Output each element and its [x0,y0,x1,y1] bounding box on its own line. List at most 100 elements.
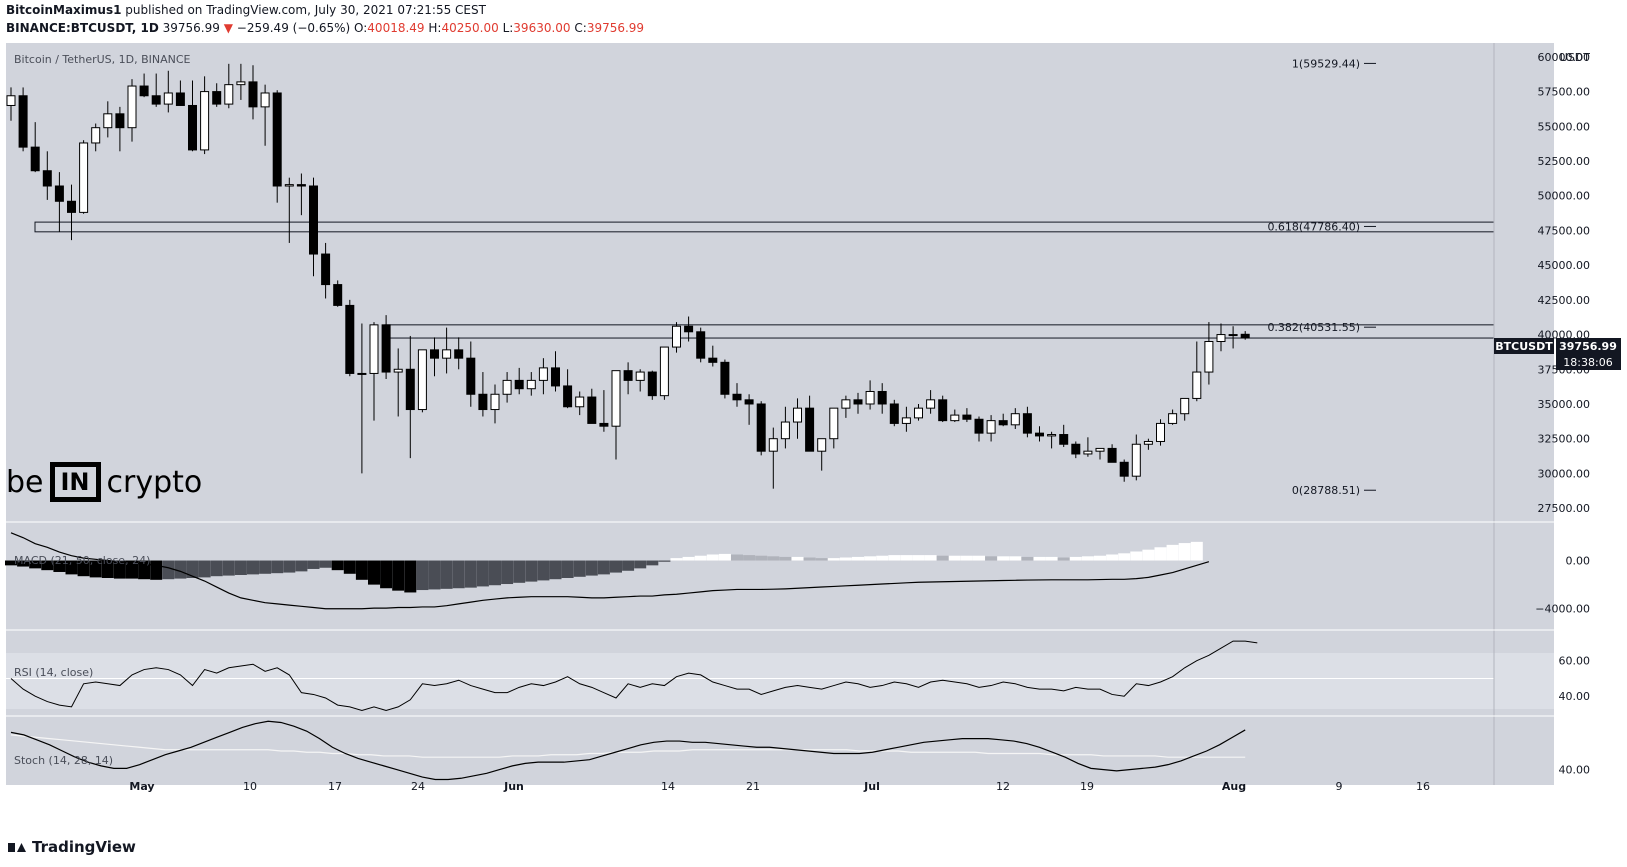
candle-down [1119,461,1129,477]
candle-down [272,92,282,187]
candle-up [841,399,851,409]
candle-down [732,393,742,401]
candle-up [260,92,270,108]
macd-histogram-bar [150,560,163,580]
macd-histogram-bar [876,555,889,561]
candle-down [309,185,318,255]
candle-down [18,95,28,148]
candle-down [1022,413,1032,434]
macd-histogram-bar [368,560,380,585]
brand-left: be [6,464,44,500]
symbol-interval: BINANCE:BTCUSDT, 1D [6,21,159,35]
macd-histogram-bar [682,556,695,561]
candle-down [998,420,1008,426]
macd-histogram-bar [912,555,925,561]
time-tick-label: Jun [503,780,524,793]
candle-up [163,92,173,105]
macd-histogram-bar [767,556,780,561]
macd-histogram-bar [670,558,683,561]
candle-down [563,385,573,408]
candle-down [551,367,560,387]
candle-up [538,367,548,381]
macd-histogram-bar [113,560,126,579]
ticker-badge [1494,338,1554,354]
candle-down [333,284,343,306]
fib-level-label: 0.382(40531.55) [1267,321,1360,334]
candle-down [248,81,258,108]
time-tick-label: Aug [1222,780,1246,793]
time-tick-label: 24 [411,780,425,793]
candle-down [381,324,391,373]
macd-histogram-bar [815,558,828,561]
macd-histogram-bar [549,560,562,580]
macd-histogram-bar [718,553,731,561]
author-name[interactable]: BitcoinMaximus1 [6,3,122,17]
price-badge-label: 39756.99 [1559,340,1617,353]
candle-down [708,357,718,363]
macd-histogram-bar [525,560,538,582]
price-tick-label: 60000.00 [1538,51,1591,64]
candle-down [212,91,222,105]
candle-up [1095,447,1105,452]
axis-unit-label: USDT [1560,51,1591,64]
candle-down [684,325,694,333]
candle-up [829,407,839,440]
macd-title: MACD (21, 50, close, 24) [14,554,150,567]
low-value: 39630.00 [513,21,571,35]
price-badge [1556,338,1621,354]
fib-level-label: 0(28788.51) [1292,484,1360,497]
macd-histogram-bar [452,560,465,589]
macd-histogram-bar [839,557,852,561]
macd-histogram-bar [1106,554,1119,561]
price-tick-label: 32500.00 [1538,433,1591,446]
candle-down [974,418,984,434]
candle-down [889,403,899,424]
macd-line [10,532,1210,610]
candle-up [91,127,101,144]
macd-histogram-bar [1142,549,1155,561]
footer-logo-text[interactable]: TradingView [32,838,136,856]
tradingview-logo-icon [8,841,26,853]
macd-histogram-bar [646,560,659,566]
macd-histogram-bar [1166,544,1179,561]
stoch-title: Stoch (14, 28, 14) [14,754,113,767]
macd-tick-label: −4000.00 [1535,603,1590,616]
macd-histogram-bar [1009,556,1022,561]
macd-histogram-bar [1069,556,1082,561]
candle-down [744,399,754,405]
candle-down [805,407,815,452]
macd-histogram-bar [404,560,417,593]
candle-up [417,349,427,411]
macd-histogram-bar [186,560,199,578]
candle-down [599,422,609,427]
macd-histogram-bar [355,560,368,580]
candle-up [768,438,778,452]
candle-up [865,390,875,405]
candle-up [1180,397,1190,415]
candle-up [926,399,936,409]
candle-down [696,331,706,359]
down-arrow-icon: ▼ [223,21,233,35]
macd-histogram-bar [1045,556,1058,561]
footer: TradingView [8,838,136,856]
candle-up [103,113,113,129]
main-pane-title: Bitcoin / TetherUS, 1D, BINANCE [14,53,191,66]
fib-level-label: 0.618(47786.40) [1267,220,1360,233]
open-label: O: [354,21,368,35]
close-value: 39756.99 [586,21,645,35]
price-tick-label: 42500.00 [1538,294,1591,307]
macd-tick-label: 0.00 [1566,555,1591,568]
macd-histogram-bar [222,560,235,576]
candle-down [647,371,657,397]
candle-up [490,393,500,411]
candle-down [42,170,52,187]
candle-up [1156,422,1165,442]
macd-histogram-bar [138,560,151,580]
macd-histogram-bar [476,560,489,587]
macd-histogram-bar [658,560,671,562]
macd-histogram-bar [634,560,647,569]
publish-info: published on TradingView.com, July 30, 2… [125,3,486,17]
macd-histogram-bar [1081,556,1094,561]
time-tick-label: 14 [661,780,675,793]
